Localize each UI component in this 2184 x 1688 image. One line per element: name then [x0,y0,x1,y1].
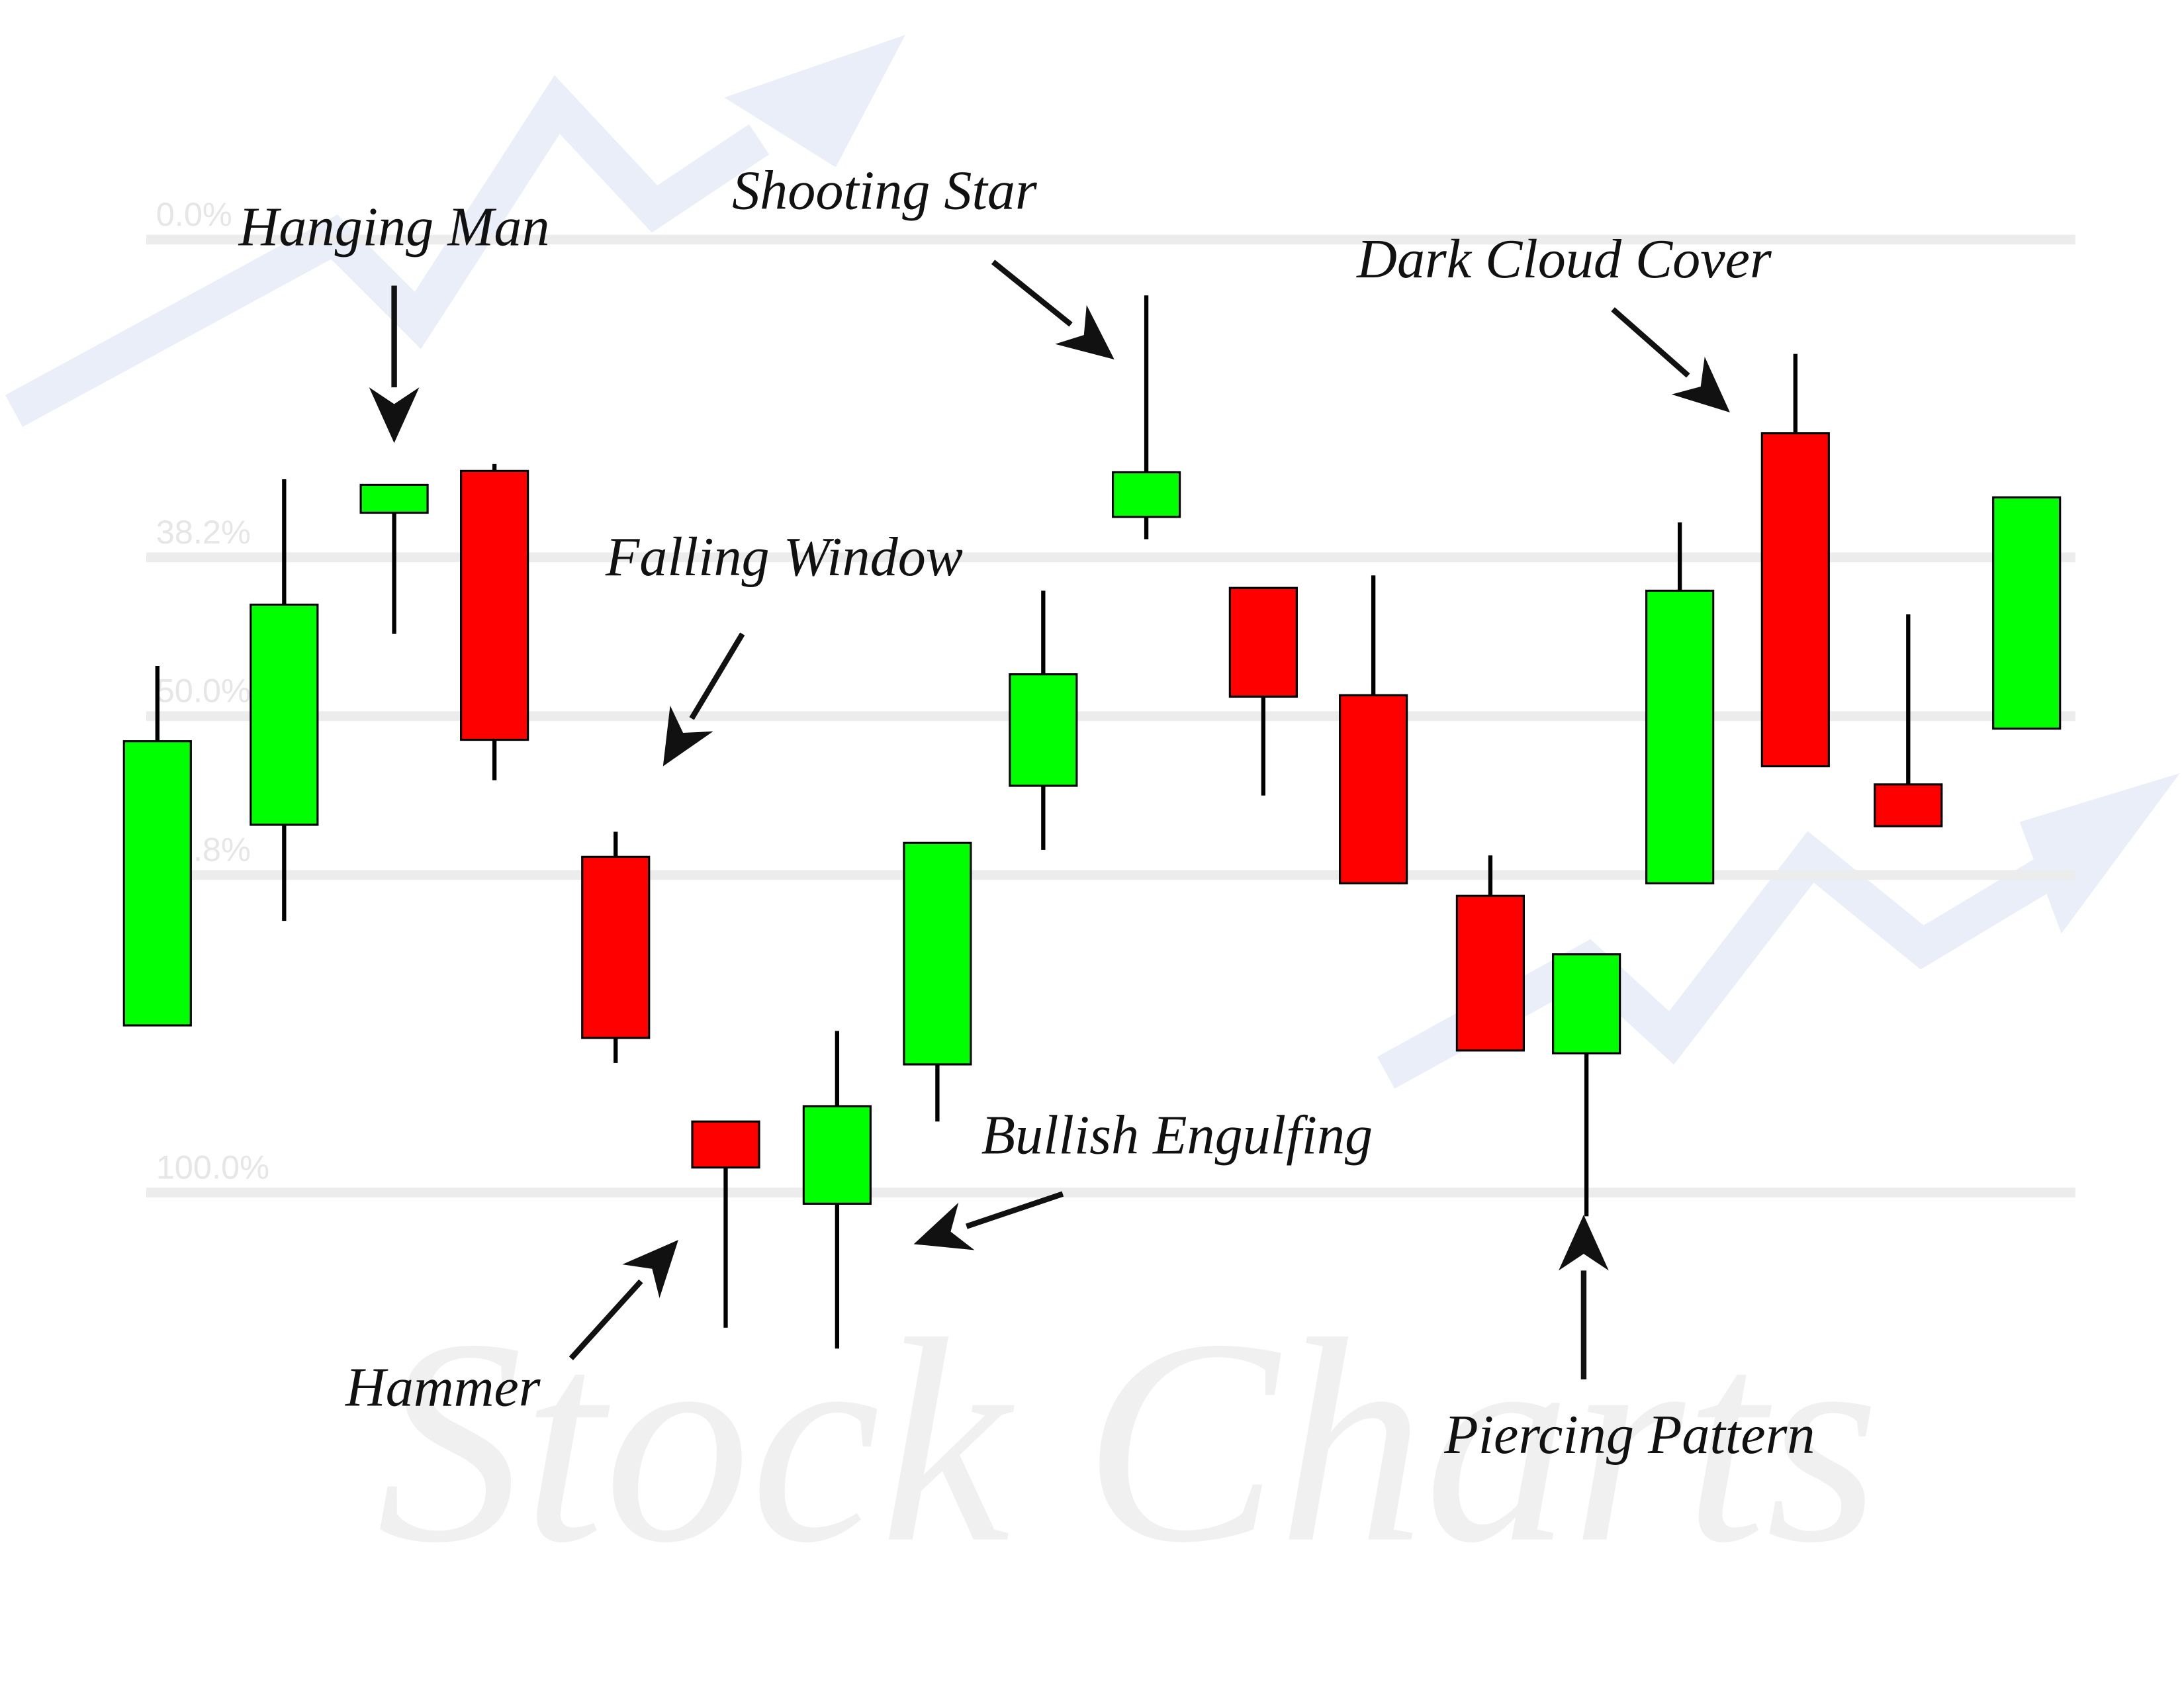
candle-body [1645,589,1715,884]
candle-body [1009,673,1078,787]
candle-body [1455,894,1525,1052]
arrow-head [622,1240,678,1298]
watermark-fib-label: 38.2% [156,513,251,551]
candle-body [1228,586,1298,698]
arrow-head [1559,1215,1609,1271]
pattern-label: Falling Window [605,526,963,588]
watermark: Stock Charts 0.0%38.2%50.0%61.8%100.0% [5,34,2180,1603]
watermark-arrowhead [724,34,905,167]
arrow-shaft [991,259,1073,327]
arrow-shaft [1611,307,1690,378]
candle-body [122,740,192,1027]
watermark-fib-label: 0.0% [156,195,232,233]
arrow-head [662,705,713,767]
arrow-shaft [689,632,745,720]
candle-body [359,483,429,514]
candle-body [460,469,529,741]
candle-body [691,1120,760,1169]
pattern-label: Dark Cloud Cover [1356,228,1772,290]
arrow-head [369,387,420,444]
candle-body [1992,496,2062,730]
watermark-fib-label: 50.0% [156,672,251,710]
arrow-head [913,1202,975,1250]
candle-body [802,1105,872,1205]
arrow-head [1055,305,1115,360]
candle-body [1552,953,1621,1055]
candle-body [903,841,972,1066]
pattern-label: Hammer [345,1357,541,1419]
arrow-shaft [569,1279,643,1360]
pattern-label: Bullish Engulfing [981,1105,1373,1166]
watermark-arrow [5,75,770,427]
candle-body [250,603,319,826]
candle-body [1339,694,1408,884]
pattern-label: Piercing Pattern [1443,1404,1815,1466]
watermark-fib-label: 100.0% [156,1149,269,1186]
pattern-label: Shooting Star [732,160,1037,222]
watermark-arrowhead [2019,773,2180,934]
watermark-title: Stock Charts [377,1279,1880,1603]
arrow-shaft [966,1191,1064,1229]
candle-body [1874,783,1943,827]
pattern-label: Hanging Man [238,196,550,258]
candle-body [1760,432,1830,768]
candle-body [581,855,651,1039]
arrow-head [1671,356,1730,412]
candle-body [1111,471,1181,518]
